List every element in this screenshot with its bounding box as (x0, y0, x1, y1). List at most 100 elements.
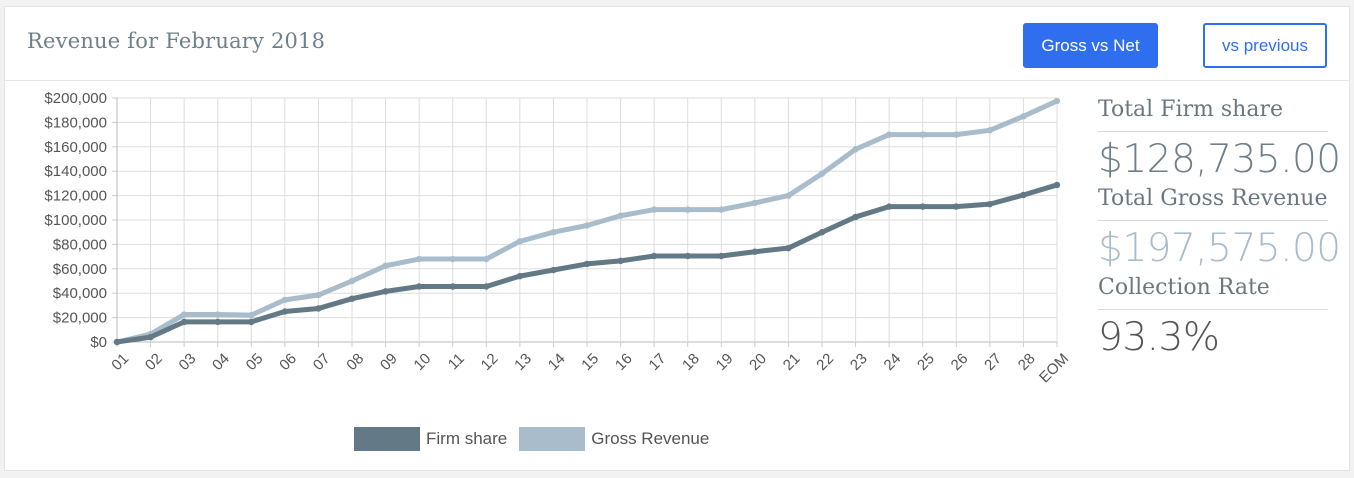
data-point-firm-share (818, 229, 826, 236)
data-point-firm-share (1053, 181, 1061, 189)
data-point-firm-share (315, 305, 322, 312)
x-tick-label: 03 (176, 350, 200, 374)
data-point-firm-share (281, 308, 289, 315)
y-tick-label: $160,000 (44, 139, 107, 156)
data-point-firm-share (617, 257, 624, 265)
data-point-gross-revenue (718, 206, 725, 213)
data-point-gross-revenue (885, 131, 893, 138)
x-tick-label: 04 (209, 350, 233, 374)
legend-swatch-firm-share (354, 427, 420, 451)
x-tick-label: 20 (746, 350, 770, 374)
y-tick-label: $140,000 (44, 163, 107, 180)
legend-swatch-gross-revenue (519, 427, 586, 451)
x-tick-label: 06 (276, 350, 300, 374)
data-point-firm-share (415, 283, 423, 290)
data-point-gross-revenue (281, 296, 289, 304)
revenue-line-chart: $0 $20,000 $40,000 $60,000 $80,000 $100,000 $1… (44, 90, 1072, 386)
x-tick-label: 16 (612, 350, 636, 374)
x-tick-label: 15 (578, 350, 602, 374)
x-tick-label: 11 (445, 350, 468, 373)
legend-label-firm-share: Firm share (426, 429, 508, 448)
x-tick-label: 01 (108, 350, 132, 374)
stat-value-firm-share: $128,735.00 (1098, 137, 1341, 182)
data-point-gross-revenue (1020, 113, 1027, 120)
data-point-gross-revenue (550, 229, 557, 236)
data-point-firm-share (248, 318, 255, 326)
vs-previous-button[interactable]: vs previous (1203, 23, 1327, 68)
data-point-firm-share (718, 252, 725, 260)
data-point-gross-revenue (315, 291, 322, 299)
x-tick-label: 24 (881, 350, 905, 374)
x-tick-label: 21 (780, 350, 804, 374)
card-title: Revenue for February 2018 (27, 29, 326, 53)
legend-label-gross-revenue: Gross Revenue (591, 429, 710, 448)
data-point-gross-revenue (449, 255, 456, 263)
data-point-firm-share (650, 252, 658, 260)
data-point-gross-revenue (650, 206, 658, 213)
data-point-firm-share (516, 272, 524, 280)
x-tick-label: 22 (813, 350, 837, 374)
data-point-firm-share (751, 248, 759, 255)
data-point-gross-revenue (1053, 97, 1061, 105)
x-tick-label: 25 (914, 350, 938, 374)
data-point-firm-share (885, 203, 893, 210)
data-point-gross-revenue (248, 311, 255, 319)
data-point-gross-revenue (751, 199, 759, 207)
chart-legend: Firm share Gross Revenue (354, 426, 721, 452)
card-header: Revenue for February 2018 Gross vs Net v… (5, 7, 1349, 81)
x-tick-label: 23 (847, 350, 871, 374)
x-tick-label: 17 (646, 350, 670, 374)
stat-label-firm-share: Total Firm share (1098, 97, 1328, 132)
data-point-firm-share (852, 213, 859, 221)
data-point-firm-share (684, 252, 691, 260)
data-point-gross-revenue (483, 255, 490, 263)
y-tick-label: $60,000 (53, 261, 107, 278)
data-point-gross-revenue (852, 146, 859, 153)
legend-item-gross-revenue[interactable]: Gross Revenue (519, 427, 709, 451)
data-point-gross-revenue (516, 238, 524, 245)
x-tick-label: 26 (948, 350, 972, 374)
revenue-card: Revenue for February 2018 Gross vs Net v… (4, 6, 1350, 471)
y-tick-label: $120,000 (44, 188, 107, 205)
y-tick-label: $80,000 (53, 236, 107, 253)
legend-item-firm-share[interactable]: Firm share (354, 427, 507, 451)
data-point-gross-revenue (617, 212, 624, 219)
x-tick-label: 02 (142, 350, 166, 374)
data-point-firm-share (919, 203, 926, 210)
data-point-gross-revenue (180, 311, 188, 318)
data-point-firm-share (483, 283, 490, 290)
data-point-firm-share (147, 333, 154, 341)
data-point-firm-share (583, 260, 591, 268)
stat-label-gross-revenue: Total Gross Revenue (1098, 186, 1328, 221)
y-tick-label: $100,000 (44, 212, 107, 229)
stat-label-collection-rate: Collection Rate (1098, 275, 1328, 310)
data-point-gross-revenue (415, 255, 423, 263)
data-point-gross-revenue (348, 277, 356, 285)
data-point-gross-revenue (818, 170, 826, 177)
data-point-gross-revenue (919, 131, 926, 138)
gross-vs-net-button[interactable]: Gross vs Net (1023, 23, 1158, 68)
data-point-gross-revenue (214, 311, 221, 318)
data-point-firm-share (953, 203, 960, 210)
y-tick-label: $20,000 (53, 310, 107, 327)
x-tick-label: EOM (1036, 350, 1072, 386)
data-point-firm-share (180, 318, 188, 326)
data-point-gross-revenue (785, 192, 792, 199)
data-point-firm-share (449, 283, 456, 290)
data-point-firm-share (785, 244, 792, 252)
data-point-firm-share (113, 338, 121, 346)
x-tick-label: 14 (545, 350, 569, 374)
y-tick-label: $180,000 (44, 114, 107, 131)
data-point-gross-revenue (684, 206, 691, 213)
data-point-firm-share (1020, 191, 1027, 199)
x-tick-label: 10 (411, 350, 435, 374)
x-tick-label: 18 (679, 350, 703, 374)
data-point-firm-share (550, 266, 557, 274)
data-point-firm-share (348, 295, 356, 302)
data-point-gross-revenue (953, 131, 960, 138)
data-point-firm-share (986, 200, 994, 208)
data-point-firm-share (214, 318, 221, 326)
stat-value-collection-rate: 93.3% (1098, 315, 1220, 360)
stats-panel: Total Firm share $128,735.00 Total Gross… (1098, 97, 1341, 364)
data-point-gross-revenue (986, 127, 994, 134)
